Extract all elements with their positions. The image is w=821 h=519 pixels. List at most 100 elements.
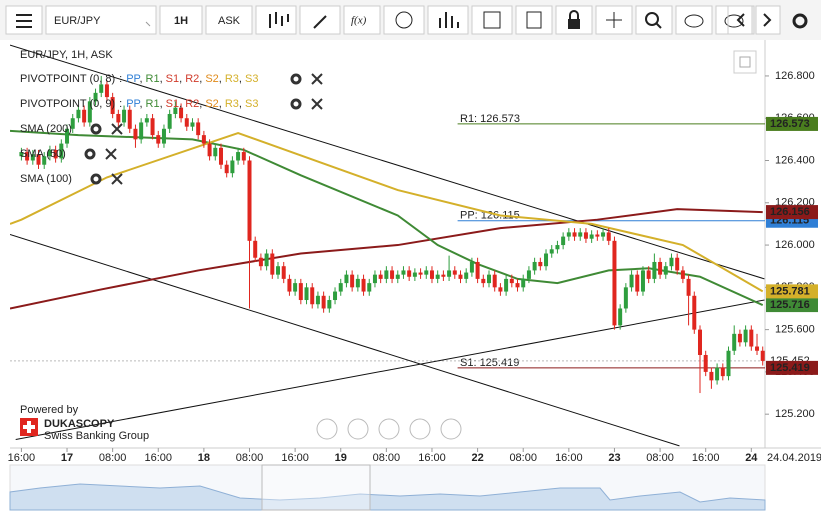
legend-part: , [179, 73, 182, 85]
settings-icon[interactable] [90, 173, 102, 185]
candle-body [680, 270, 685, 279]
candle-body [452, 270, 457, 275]
candle-body [298, 283, 303, 301]
calendar-button[interactable] [471, 5, 513, 35]
legend-part: , [219, 73, 222, 85]
crosshair-button[interactable] [595, 5, 633, 35]
legend-part: : [119, 73, 122, 85]
next-button[interactable] [755, 5, 781, 35]
symbol-select[interactable]: EUR/JPY [45, 5, 157, 35]
prev-button[interactable] [727, 5, 755, 35]
candle-body [247, 160, 252, 241]
indicator-button[interactable]: f(x) [343, 5, 381, 35]
lock-button[interactable] [555, 5, 593, 35]
settings-icon[interactable] [290, 73, 302, 85]
candle-body [287, 278, 292, 292]
pivot-label: S1: 125.419 [460, 357, 519, 369]
sma-line [10, 129, 764, 307]
scroll-left[interactable] [316, 418, 338, 440]
zoom-in[interactable] [409, 418, 431, 440]
value-box-label: 126.573 [770, 118, 810, 130]
zoom-controls [316, 418, 462, 440]
scroll-right[interactable] [440, 418, 462, 440]
candle-body [760, 350, 765, 361]
candle-body [304, 287, 309, 301]
settings-icon[interactable] [90, 123, 102, 135]
candle-body [87, 101, 92, 123]
x-tick-label: 08:00 [99, 452, 127, 464]
candle-body [715, 367, 720, 381]
y-tick-label: 125.600 [775, 324, 815, 336]
legend-part: S1 [166, 98, 179, 110]
legend-part: R2 [185, 73, 199, 85]
y-tick-label: 126.400 [775, 154, 815, 166]
x-tick-label: 17 [61, 452, 73, 464]
candle-body [618, 308, 623, 326]
pivot-legend: PIVOTPOINT (0, 9): PP, R1, S1, R2, S2, R3, S3 [20, 98, 258, 110]
draw-button[interactable] [299, 5, 341, 35]
candle-body [435, 274, 440, 279]
candle-body [504, 278, 509, 292]
legend-part: , [239, 98, 242, 110]
candle-body [190, 122, 195, 127]
maximize-button[interactable] [733, 50, 757, 74]
bars-button[interactable] [427, 5, 469, 35]
value-box-label: 126.156 [770, 206, 810, 218]
candle-body [127, 109, 132, 129]
download-button[interactable] [715, 5, 753, 35]
remove-icon[interactable] [311, 98, 323, 110]
news-button[interactable] [515, 5, 553, 35]
legend-part: PIVOTPOINT (0, 8) [20, 73, 115, 85]
candle-body [30, 154, 35, 161]
candle-body [652, 261, 657, 279]
legend-part: , [199, 73, 202, 85]
interval-select[interactable]: 1H [159, 5, 203, 35]
info-button[interactable] [383, 5, 425, 35]
remove-icon[interactable] [311, 73, 323, 85]
candle-body [179, 107, 184, 119]
value-box [766, 360, 818, 375]
remove-icon[interactable] [105, 148, 117, 160]
trend-line [15, 299, 765, 441]
settings-icon[interactable] [290, 98, 302, 110]
candle-body [384, 270, 389, 279]
candle-body [293, 283, 298, 292]
candle-body [447, 270, 452, 277]
candle-body [42, 156, 47, 165]
candle-body [236, 152, 241, 161]
x-tick-label: 24 [745, 452, 758, 464]
value-box-label: 125.781 [770, 285, 810, 297]
upload-button[interactable] [675, 5, 713, 35]
brand-name: DUKASCOPY [44, 418, 115, 430]
candle-body [612, 240, 617, 326]
candle-body [344, 274, 349, 284]
reset-zoom[interactable] [378, 418, 400, 440]
candle-body [737, 333, 742, 343]
candle-body [310, 287, 315, 305]
candle-body [230, 160, 235, 174]
candle-body [401, 270, 406, 275]
remove-icon[interactable] [111, 173, 123, 185]
value-box-label: 125.419 [770, 362, 810, 374]
price-select[interactable]: ASK [205, 5, 253, 35]
zoom-out[interactable] [347, 418, 369, 440]
candle-body [350, 274, 355, 288]
interval: 1H [174, 15, 188, 27]
candle-body [538, 261, 543, 267]
candle-body [589, 234, 594, 239]
chart-type-button[interactable] [255, 5, 297, 35]
legend-part: R1 [146, 98, 160, 110]
legend-part: PP [126, 98, 140, 110]
x-tick-label: 16:00 [692, 452, 720, 464]
remove-icon[interactable] [111, 123, 123, 135]
settings-icon[interactable] [84, 148, 96, 160]
zoom-button[interactable] [635, 5, 673, 35]
menu-button[interactable] [5, 5, 43, 35]
candle-body [19, 152, 24, 157]
settings-button[interactable] [792, 13, 808, 29]
toolbar: EUR/JPY 1H ASK f(x) [0, 0, 821, 40]
candle-body [509, 278, 514, 284]
candle-body [150, 118, 155, 136]
candle-body [458, 274, 463, 279]
candle-body [82, 109, 87, 123]
